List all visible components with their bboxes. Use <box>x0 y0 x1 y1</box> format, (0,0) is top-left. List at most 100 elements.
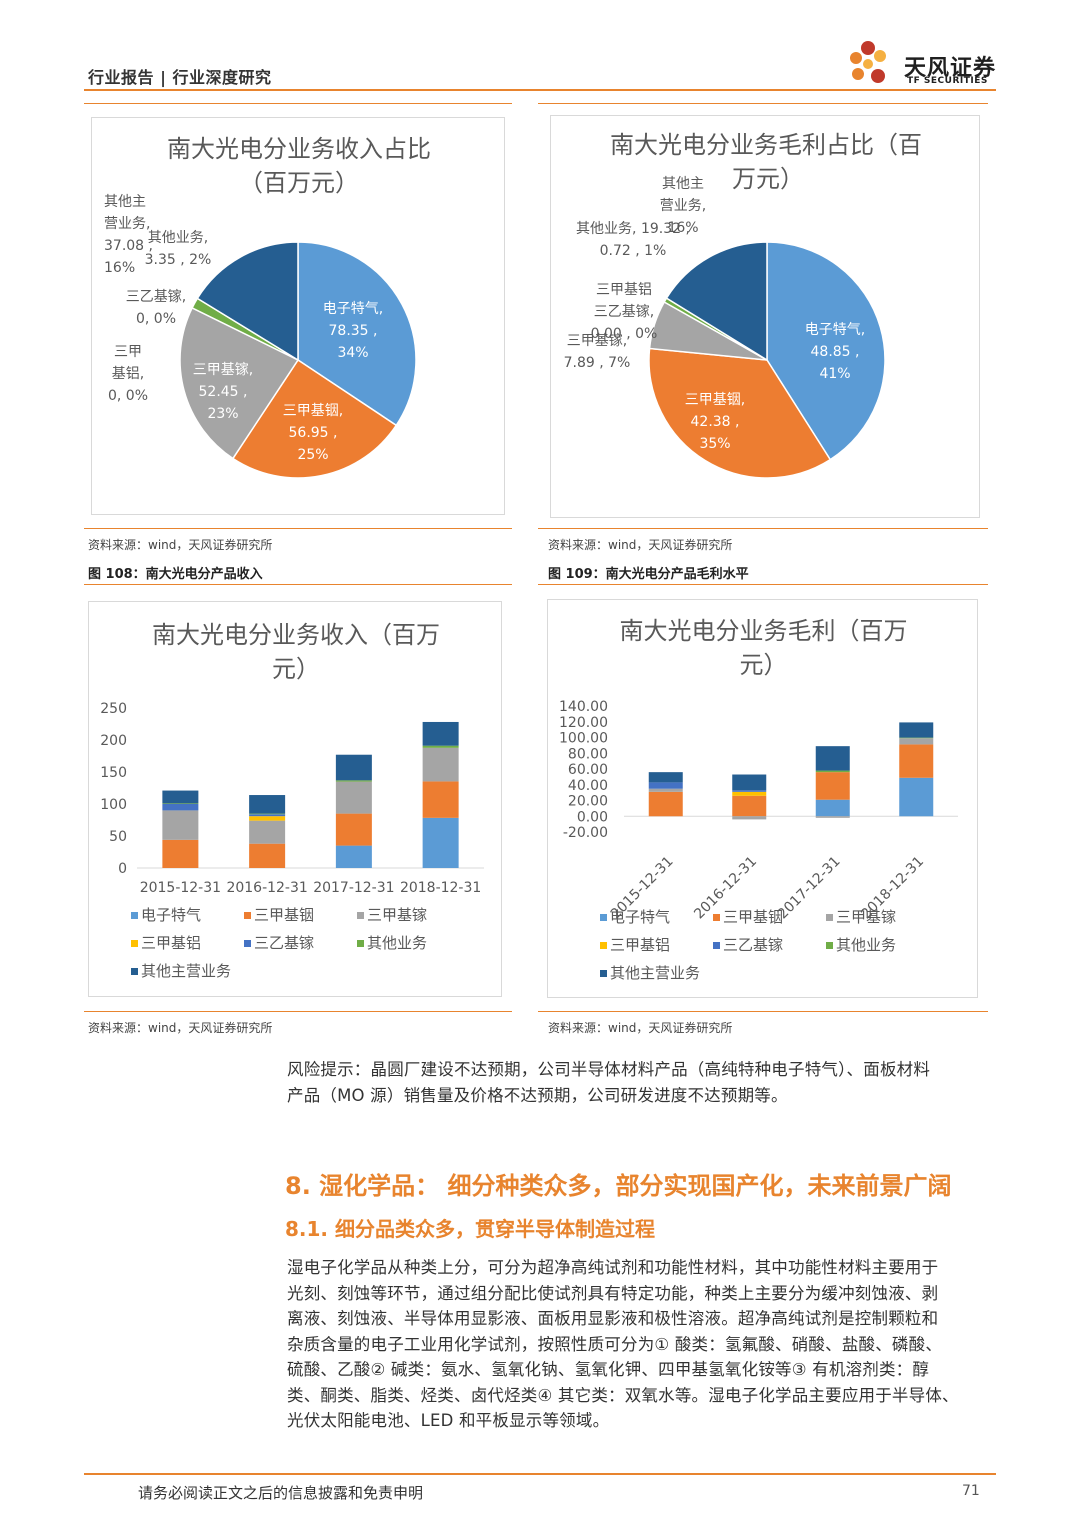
pie-data-label: 25% <box>297 447 328 463</box>
paragraph-line: 离液、刻蚀液、半导体用显影液、面板用显影液和极性溶液。超净高纯试剂是控制颗粒和 <box>287 1309 939 1328</box>
pie-data-label: 0, 0% <box>108 388 148 404</box>
bar-segment <box>335 780 372 782</box>
bar-segment <box>732 816 767 820</box>
figure-caption: 图 109：南大光电分产品毛利水平 <box>548 567 749 582</box>
x-category-label: 2015-12-31 <box>140 880 221 896</box>
logo-name-en: TF SECURITIES <box>907 76 988 86</box>
pie-data-label: 16% <box>104 260 135 276</box>
pie-slice <box>648 347 832 479</box>
bar-segment <box>899 722 934 738</box>
x-category-label: 2017-12-31 <box>775 854 844 923</box>
legend-label: 其他业务 <box>367 934 427 952</box>
legend-swatch <box>131 968 138 975</box>
pie-data-label: 三甲 <box>114 344 142 360</box>
legend-label: 三甲基铟 <box>254 906 314 924</box>
risk-line: 产品（MO 源）销售量及价格不达预期，公司研发进度不达预期等。 <box>287 1085 788 1105</box>
figure-source: 资料来源：wind，天风证券研究所 <box>548 1021 733 1035</box>
pie-slice <box>665 241 768 362</box>
logo-name-cn: 天风证券 <box>904 56 997 81</box>
source-rule-left <box>84 528 512 529</box>
bar-segment <box>249 813 286 815</box>
paragraph-line: 杂质含量的电子工业用化学试剂，按照性质可分为① 酸类：氢氟酸、硝酸、盐酸、磷酸、 <box>287 1334 943 1354</box>
pie-chart-2-svg: 电子特气, 48.85 , 41% 三甲基铟, 42.38 , 35% 三甲基镓, 7.89 … <box>564 176 886 479</box>
pie-data-label: 电子特气, <box>323 301 383 317</box>
y-tick-label: -20.00 <box>563 825 608 841</box>
legend-label: 其他主营业务 <box>141 962 231 980</box>
bar-segment <box>422 745 459 748</box>
bar-segment <box>162 810 199 840</box>
y-tick-label: 100.00 <box>559 731 608 747</box>
chart-title-line2: 万元） <box>732 165 804 193</box>
legend-swatch <box>357 912 364 919</box>
legend-label: 三甲基铟 <box>723 908 783 926</box>
pie-data-label: 三甲基镓, <box>193 361 253 378</box>
bar-segment <box>249 795 286 814</box>
y-tick-label: 0 <box>118 861 127 877</box>
pie-data-label: 电子特气, <box>805 322 865 338</box>
pie-data-label: 23% <box>207 406 238 422</box>
legend-swatch <box>131 940 138 947</box>
bar-chart-revenue: 南大光电分业务收入（百万 元） 0 50 100 150 200 250 2015-12-3… <box>88 601 502 997</box>
bar-segment <box>162 803 199 804</box>
subsection-heading: 8.1. 细分品类众多，贯穿半导体制造过程 <box>285 1217 655 1241</box>
bar-segment <box>335 813 372 846</box>
body-paragraph: 湿电子化学品从种类上分，可分为超净高纯试剂和功能性材料，其中功能性材料主要用于 … <box>287 1255 997 1434</box>
section-heading: 8. 湿化学品： 细分种类众多，部分实现国产化，未来前景广阔 <box>285 1172 952 1200</box>
y-tick-label: 80.00 <box>568 746 608 762</box>
pie-data-label: 41% <box>819 366 850 382</box>
pie-data-label: 35% <box>699 436 730 452</box>
bar-segment <box>335 845 372 868</box>
pie-data-label: 0.72 , 1% <box>600 243 667 259</box>
pie-data-label: 其他业务, 19.32 , <box>576 221 690 237</box>
legend-swatch <box>244 940 251 947</box>
legend-label: 三甲基镓 <box>836 908 896 926</box>
bar-segment <box>648 791 683 817</box>
pie-data-label: 78.35 , <box>329 323 378 339</box>
bar-segment <box>335 781 372 814</box>
page-number: 71 <box>962 1483 980 1499</box>
header-divider <box>84 89 996 91</box>
legend-swatch <box>244 912 251 919</box>
source-rule-right <box>538 528 988 529</box>
chart-title-line1: 南大光电分业务收入（百万 <box>152 621 440 649</box>
caption-rule-right <box>538 584 988 585</box>
bar-segment <box>899 777 934 817</box>
pie-data-label: 0.00 , 0% <box>591 326 658 342</box>
pie-data-label: 56.95 , <box>289 425 338 441</box>
source-rule-right <box>538 1011 988 1012</box>
pie-slice <box>231 358 398 479</box>
legend-swatch <box>131 912 138 919</box>
pie-slice <box>196 241 299 362</box>
bar-segment <box>732 774 767 791</box>
pie-data-label: 42.38 , <box>691 414 740 430</box>
bar-segment <box>162 839 199 868</box>
bar-segment <box>899 737 934 739</box>
x-category-label: 2016-12-31 <box>226 880 307 896</box>
pie-data-label: 其他业务, <box>148 230 208 246</box>
footer-divider <box>84 1473 996 1475</box>
company-logo <box>846 36 1006 92</box>
chart-top-rule-left <box>84 103 512 104</box>
bar-segment <box>648 782 683 789</box>
legend-swatch <box>713 942 720 949</box>
y-tick-label: 140.00 <box>559 699 608 715</box>
legend-swatch <box>826 942 833 949</box>
x-category-label: 2017-12-31 <box>313 880 394 896</box>
legend-label: 三乙基镓 <box>723 936 783 954</box>
risk-warning: 风险提示：晶圆厂建设不达预期，公司半导体材料产品（高纯特种电子特气）、面板材料 … <box>287 1057 997 1108</box>
bar-segment <box>732 791 767 796</box>
bar-segment <box>422 781 459 818</box>
paragraph-line: 类、酮类、脂类、烃类、卤代烃类④ 其它类：双氧水等。湿电子化学品主要应用于半导体… <box>287 1385 959 1405</box>
bar-segment <box>648 788 683 792</box>
legend-label: 电子特气 <box>141 906 201 924</box>
flower-logo-icon <box>850 41 886 83</box>
y-tick-label: 100 <box>100 797 127 813</box>
bar-segment <box>732 795 767 817</box>
bar-segment <box>249 816 286 821</box>
paragraph-line: 光刻、刻蚀等环节，通过组分配比使试剂具有特定功能，种类上主要分为缓冲刻蚀液、剥 <box>287 1283 939 1303</box>
figure-source: 资料来源：wind，天风证券研究所 <box>548 538 733 552</box>
paragraph-line: 硫酸、乙酸② 碱类：氨水、氢氧化钠、氢氧化钾、四甲基氢氧化铵等③ 有机溶剂类：醇 <box>287 1360 930 1379</box>
pie-data-label: 其他主 <box>104 194 146 210</box>
legend-label: 三甲基镓 <box>367 906 427 924</box>
pie-data-label: 三乙基镓, <box>594 303 654 320</box>
